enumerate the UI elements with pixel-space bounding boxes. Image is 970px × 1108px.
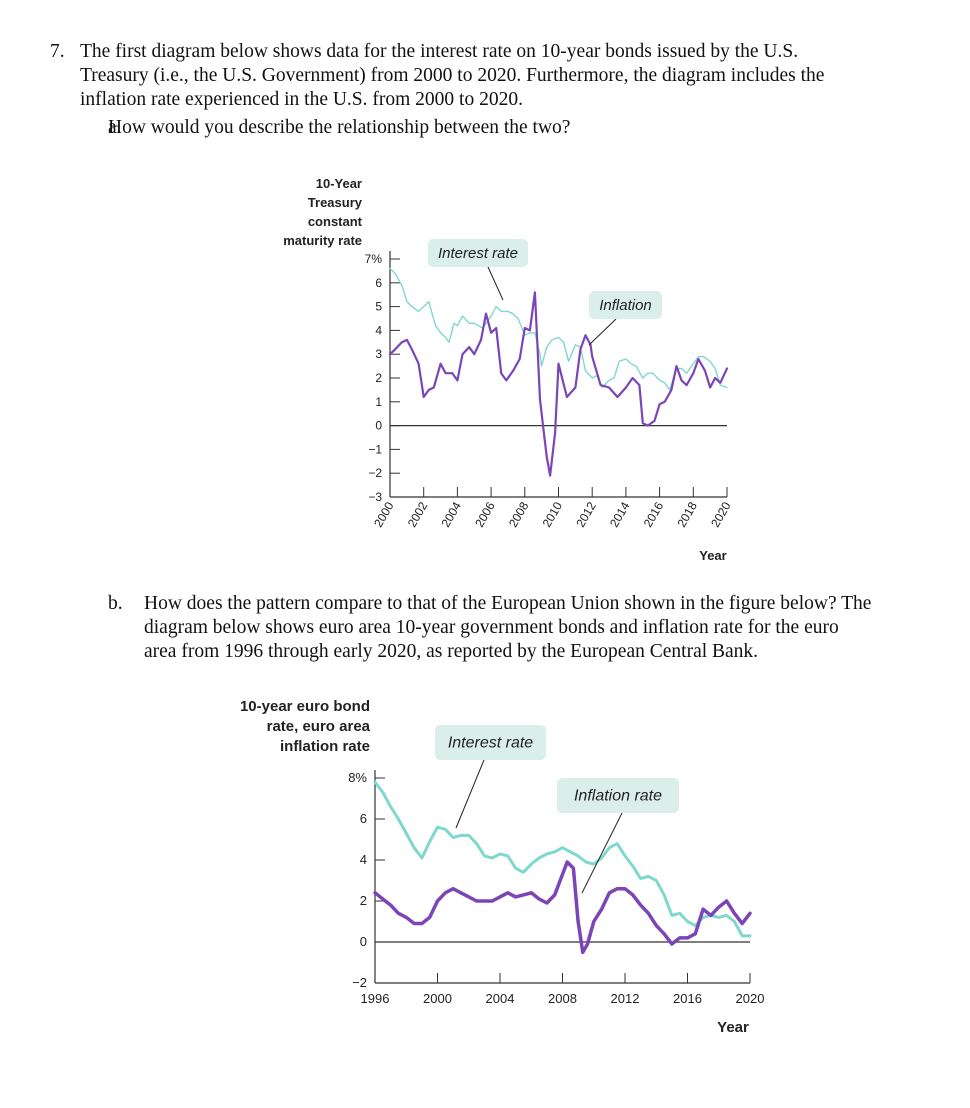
y-tick-label: 2: [375, 371, 382, 385]
y-tick-label: 7%: [365, 252, 383, 266]
y-tick-label: −2: [352, 975, 367, 990]
annotation-leader-line: [581, 812, 623, 894]
y-tick-label: 4: [375, 323, 382, 337]
y-axis-label-line: constant: [308, 214, 363, 229]
question-7: 7. The first diagram below shows data fo…: [50, 40, 950, 112]
y-tick-label: −1: [368, 442, 382, 456]
x-tick-label: 2000: [423, 991, 452, 1006]
part-b: b. How does the pattern compare to that …: [108, 592, 948, 664]
part-a-letter: a.: [108, 117, 122, 138]
annotation-label: Inflation rate: [574, 788, 662, 805]
x-tick-label: 2004: [486, 991, 515, 1006]
x-tick-label: 2016: [673, 991, 702, 1006]
annotation-box: [428, 239, 528, 267]
part-a-text: How would you describe the relationship …: [108, 117, 571, 138]
annotation-label: Interest rate: [438, 245, 518, 262]
y-tick-label: 0: [360, 934, 367, 949]
y-tick-label: 3: [375, 347, 382, 361]
annotation-leader-line: [487, 266, 504, 301]
y-tick-label: 2: [360, 893, 367, 908]
x-axis-label: Year: [699, 548, 726, 563]
y-tick-label: 6: [375, 276, 382, 290]
y-tick-label: 6: [360, 811, 367, 826]
inflation-line: [373, 860, 752, 955]
y-tick-label: 1: [375, 395, 382, 409]
part-b-letter: b.: [108, 593, 123, 614]
question-text: The first diagram below shows data for t…: [80, 40, 950, 112]
x-axis-label: Year: [717, 1019, 749, 1036]
x-tick-label: 2008: [548, 991, 577, 1006]
part-b-text-line: diagram below shows euro area 10-year go…: [144, 617, 839, 638]
y-axis-label-line: maturity rate: [283, 233, 362, 248]
y-tick-label: −2: [368, 466, 382, 480]
y-tick-label: 4: [360, 852, 367, 867]
annotation-label: Interest rate: [448, 735, 533, 752]
interest-rate-line: [389, 267, 728, 391]
y-tick-label: −3: [368, 490, 382, 504]
part-b-text-line: area from 1996 through early 2020, as re…: [144, 641, 759, 662]
part-a: a. How would you describe the relationsh…: [108, 116, 908, 140]
y-tick-label: 0: [375, 419, 382, 433]
question-text-line: Treasury (i.e., the U.S. Government) fro…: [80, 65, 825, 86]
question-number: 7.: [50, 41, 65, 62]
y-axis-label-line: rate, euro area: [267, 718, 371, 735]
x-tick-label: 2012: [611, 991, 640, 1006]
question-text-line: inflation rate experienced in the U.S. f…: [80, 89, 523, 110]
x-tick-label: 1996: [361, 991, 390, 1006]
y-axis-label-line: inflation rate: [280, 738, 370, 755]
annotation-label: Inflation: [599, 297, 652, 314]
part-b-text: How does the pattern compare to that of …: [144, 592, 948, 664]
annotation-leader-line: [588, 318, 617, 346]
y-axis-label-line: 10-Year: [316, 176, 362, 191]
annotation-box: [557, 778, 679, 813]
annotation-box: [589, 291, 662, 319]
part-b-text-line: How does the pattern compare to that of …: [144, 593, 872, 614]
y-axis-label-line: Treasury: [308, 195, 363, 210]
y-tick-label: 8%: [348, 770, 367, 785]
annotation-leader-line: [455, 759, 485, 829]
inflation-line: [388, 291, 729, 477]
y-axis-label-line: 10-year euro bond: [240, 698, 370, 715]
annotation-box: [435, 725, 546, 760]
x-tick-label: 2020: [736, 991, 765, 1006]
y-tick-label: 5: [375, 300, 382, 314]
interest-rate-line: [373, 780, 752, 938]
question-text-line: The first diagram below shows data for t…: [80, 41, 799, 62]
